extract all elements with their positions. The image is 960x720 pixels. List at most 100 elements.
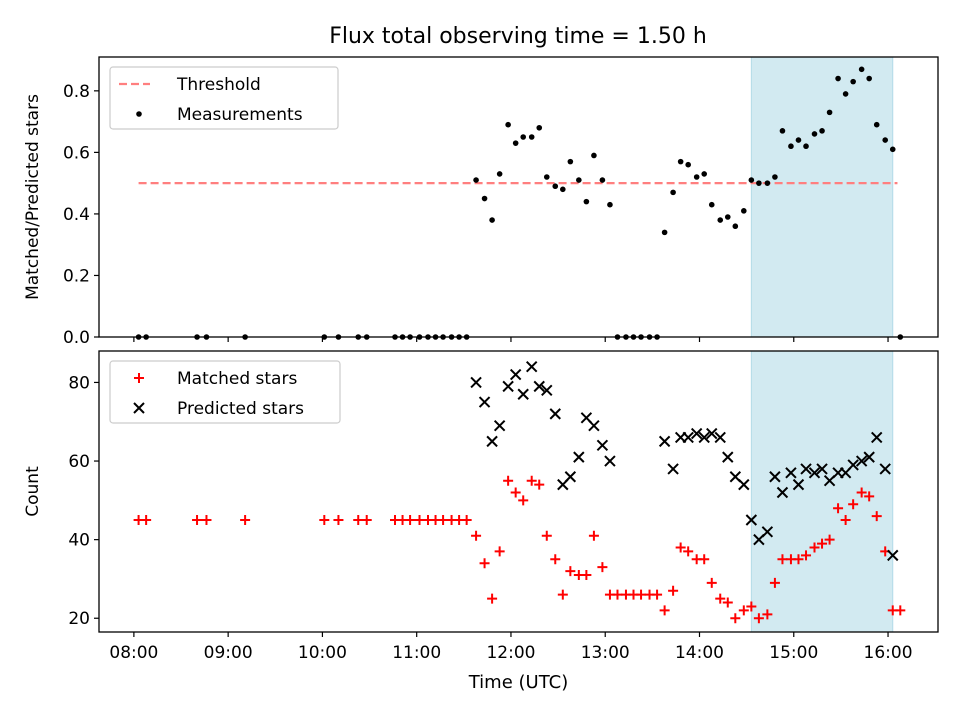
matched-star-point	[871, 511, 882, 522]
matched-star-point	[856, 487, 867, 498]
matched-star-point	[864, 491, 875, 502]
measurement-point	[717, 217, 724, 223]
x-tick-label: 16:00	[864, 643, 913, 663]
x-tick-label: 14:00	[675, 643, 724, 663]
matched-star-point	[722, 597, 733, 608]
y-tick-label: 0.8	[63, 82, 90, 102]
measurement-point	[599, 177, 606, 183]
measurement-point	[873, 121, 880, 128]
matched-star-point	[541, 530, 552, 541]
chart-title: Flux total observing time = 1.50 h	[329, 24, 707, 49]
matched-star-point	[240, 514, 251, 525]
measurement-point	[552, 183, 559, 190]
predicted-star-point	[549, 408, 561, 420]
matched-star-point	[461, 514, 472, 525]
predicted-star-point	[502, 380, 514, 393]
predicted-star-point	[541, 384, 553, 397]
measurement-point	[560, 186, 566, 193]
matched-star-point	[683, 546, 694, 557]
predicted-star-point	[533, 380, 545, 393]
measurement-point	[693, 174, 700, 180]
matched-star-point	[652, 589, 663, 600]
measurement-point	[701, 171, 708, 177]
predicted-star-point	[470, 376, 482, 389]
predicted-star-point	[745, 514, 758, 526]
predicted-star-point	[816, 463, 828, 475]
matched-star-point	[565, 566, 576, 577]
matched-star-point	[510, 487, 521, 498]
predicted-star-point	[525, 361, 538, 373]
matched-star-point	[201, 514, 212, 525]
legend: Matched stars Predicted stars	[109, 360, 341, 424]
legend-box	[109, 66, 339, 130]
measurement-point	[567, 158, 574, 165]
matched-star-point	[809, 542, 820, 553]
matched-star-point	[319, 514, 330, 525]
bottom-panel: 20 40 60 80 08:00 09:00 10:00 11:00 12:00 13:00 14…	[23, 350, 939, 693]
matched-star-point	[753, 613, 764, 624]
y-tick-label: 20	[68, 609, 90, 629]
predicted-star-point	[596, 439, 609, 452]
y-tick-label: 0.6	[63, 143, 90, 163]
matched-star-point	[848, 499, 859, 510]
measurement-point	[866, 75, 872, 82]
measurement-point	[850, 78, 856, 85]
y-axis-label: Matched/Predicted stars	[23, 94, 43, 300]
highlight-band	[750, 350, 894, 633]
measurement-point	[858, 66, 865, 73]
measurement-point	[708, 201, 715, 208]
matched-star-point	[659, 605, 670, 616]
axes-frame	[98, 350, 939, 633]
measurement-point	[756, 180, 762, 186]
matched-star-point	[141, 514, 152, 525]
legend-label: Threshold	[176, 75, 261, 95]
top-panel: 0.0 0.2 0.4 0.6 0.8 Matched/Predicted stars Th…	[23, 56, 939, 348]
matched-star-point	[534, 479, 545, 490]
y-tick-label: 80	[68, 373, 90, 393]
legend: Threshold Measurements	[109, 66, 339, 130]
predicted-star-point	[588, 419, 600, 432]
legend-box	[109, 360, 341, 424]
measurement-point	[489, 217, 495, 223]
measurement-point	[835, 75, 841, 82]
predicted-star-point	[785, 467, 797, 479]
matched-star-point	[597, 562, 608, 573]
predicted-star-point	[769, 471, 781, 483]
matched-star-point	[487, 593, 498, 604]
predicted-star-point	[871, 431, 883, 444]
matched-star-point	[353, 514, 364, 525]
matched-star-point	[479, 558, 490, 569]
x-tick-label: 08:00	[109, 643, 158, 663]
matched-star-point	[738, 605, 749, 616]
matched-star-point	[494, 546, 505, 557]
matched-star-point	[706, 577, 717, 588]
axes-frame	[98, 56, 939, 338]
x-tick-label: 15:00	[769, 643, 818, 663]
measurement-point	[803, 143, 809, 150]
measurement-point	[764, 180, 771, 186]
x-tick-label: 12:00	[486, 643, 535, 663]
predicted-star-point	[658, 435, 671, 448]
predicted-star-point	[564, 471, 577, 483]
matched-star-point	[612, 589, 623, 600]
legend-measurement-swatch	[136, 111, 142, 117]
measurement-point	[607, 201, 613, 208]
predicted-star-point	[706, 427, 718, 440]
y-tick-label: 40	[68, 531, 90, 551]
measurement-point	[473, 177, 479, 183]
matched-star-point	[438, 514, 449, 525]
matched-star-point	[762, 609, 773, 620]
measurement-point	[583, 198, 590, 205]
measurement-point	[748, 177, 755, 183]
x-tick-label: 09:00	[204, 643, 253, 663]
measurement-point	[543, 174, 550, 180]
predicted-star-point	[493, 419, 506, 432]
measurement-point	[536, 124, 543, 131]
predicted-star-point	[761, 526, 774, 538]
legend-label: Measurements	[177, 105, 303, 125]
matched-star-point	[361, 514, 372, 525]
measurement-point	[724, 214, 731, 220]
predicted-star-point	[879, 463, 891, 475]
predicted-star-point	[863, 451, 875, 463]
matched-star-point	[503, 475, 514, 486]
